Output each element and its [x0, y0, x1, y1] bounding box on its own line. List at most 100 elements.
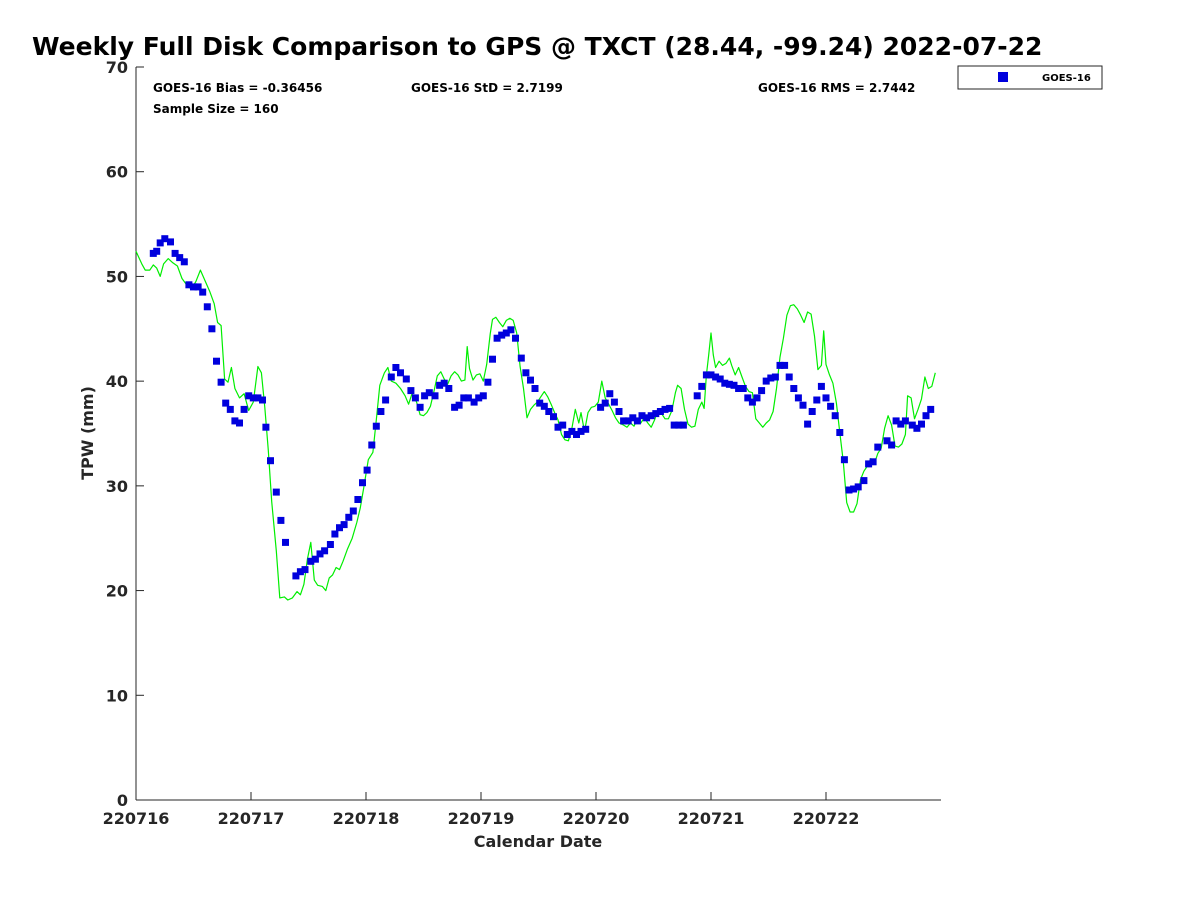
- goes-16-point: [771, 373, 779, 381]
- goes-16-point: [527, 376, 534, 384]
- goes-16-point: [259, 396, 266, 404]
- goes-16-point: [382, 396, 390, 404]
- goes-16-point: [345, 513, 353, 521]
- plot-frame: [135, 67, 941, 801]
- goes-16-point: [776, 361, 784, 369]
- goes-16-point: [647, 412, 655, 420]
- goes-16-point: [785, 373, 793, 381]
- y-tick-label: 30: [106, 477, 128, 496]
- goes-16-point: [296, 568, 304, 576]
- goes-16-point: [865, 460, 873, 468]
- goes-16-point: [620, 417, 628, 425]
- goes-16-point: [254, 394, 262, 402]
- goes-16-point: [559, 421, 567, 429]
- goes-16-point: [721, 379, 729, 387]
- goes-16-point: [888, 441, 896, 449]
- goes-16-point: [307, 557, 315, 565]
- goes-16-point: [498, 331, 506, 339]
- goes-16-point: [321, 547, 329, 555]
- x-tick-label: 220717: [218, 809, 285, 828]
- goes-16-point: [156, 239, 164, 247]
- goes-16-point: [735, 385, 743, 392]
- x-tick-label: 220719: [448, 809, 515, 828]
- x-tick-label: 220718: [333, 809, 400, 828]
- goes-16-point: [597, 403, 605, 411]
- goes-16-point: [336, 524, 343, 532]
- goes-16-point: [354, 496, 362, 503]
- goes-16-point: [698, 382, 706, 390]
- goes-16-point: [349, 507, 357, 515]
- goes-16-point: [249, 394, 257, 402]
- goes-16-point: [794, 394, 802, 402]
- goes-16-point: [831, 412, 839, 420]
- goes-16-point: [231, 417, 239, 425]
- goes-16-point: [203, 303, 211, 311]
- x-tick-label: 220722: [793, 809, 860, 828]
- goes-16-point: [331, 530, 339, 538]
- goes-16-point: [425, 389, 433, 397]
- goes-16-point: [568, 427, 576, 435]
- goes-16-point: [267, 457, 274, 465]
- goes-16-point: [550, 413, 557, 421]
- goes-16-point: [633, 417, 641, 425]
- goes-16-point: [629, 414, 637, 422]
- goes-16-point: [493, 334, 501, 342]
- goes-16-point: [245, 392, 253, 400]
- goes-16-point: [445, 385, 453, 392]
- chart-title: Weekly Full Disk Comparison to GPS @ TXC…: [32, 32, 1042, 61]
- goes-16-point: [716, 375, 724, 383]
- goes-16-point: [372, 422, 380, 430]
- goes-16-point: [739, 385, 747, 392]
- goes-16-point: [712, 373, 720, 381]
- goes-16-point: [470, 398, 478, 406]
- goes-16-point: [813, 396, 821, 404]
- goes-16-point: [748, 398, 756, 406]
- y-tick-label: 50: [106, 267, 128, 286]
- goes-16-point: [624, 417, 632, 425]
- goes-16-point: [781, 361, 789, 369]
- goes-16-point: [392, 364, 400, 371]
- goes-16-point: [918, 420, 925, 428]
- goes-16-point: [874, 443, 882, 451]
- legend-box: [957, 65, 1103, 90]
- goes-16-point: [475, 394, 483, 402]
- goes-16-point: [311, 555, 319, 563]
- goes-16-point: [484, 378, 492, 386]
- goes-16-point: [582, 425, 590, 433]
- x-tick-label: 220716: [103, 809, 170, 828]
- goes-16-point: [545, 408, 553, 415]
- goes-16-point: [573, 431, 580, 438]
- y-tick-label: 10: [106, 686, 128, 705]
- goes-16-point: [693, 392, 701, 400]
- goes-16-point: [536, 399, 544, 407]
- y-tick-label: 60: [106, 163, 128, 182]
- goes-16-point: [460, 394, 468, 402]
- goes-16-point: [767, 374, 775, 382]
- goes-16-point: [753, 394, 761, 402]
- goes-16-point: [554, 423, 562, 431]
- goes-16-point: [421, 392, 429, 400]
- goes-16-point: [489, 355, 496, 363]
- gps-series: [135, 251, 936, 601]
- goes-16-point: [451, 403, 459, 411]
- goes-16-point: [411, 394, 419, 402]
- goes-16-point: [661, 405, 669, 413]
- goes-16-point: [615, 408, 623, 415]
- x-axis-label: Calendar Date: [474, 832, 603, 851]
- goes-16-point: [185, 281, 193, 289]
- goes-16-point: [240, 405, 248, 413]
- goes-16-point: [901, 417, 909, 425]
- y-axis-label: TPW (mm): [78, 386, 97, 480]
- goes-16-point: [540, 402, 548, 410]
- goes-16-point: [397, 369, 404, 377]
- goes-16-point: [652, 410, 660, 418]
- goes-16-point: [892, 417, 900, 425]
- goes-16-point: [213, 357, 220, 365]
- goes-16-point: [606, 390, 614, 398]
- legend-marker-square: [998, 72, 1008, 82]
- goes-16-point: [464, 394, 472, 402]
- goes-16-point: [479, 392, 487, 400]
- goes-16-point: [577, 427, 585, 435]
- goes-16-point: [808, 408, 816, 415]
